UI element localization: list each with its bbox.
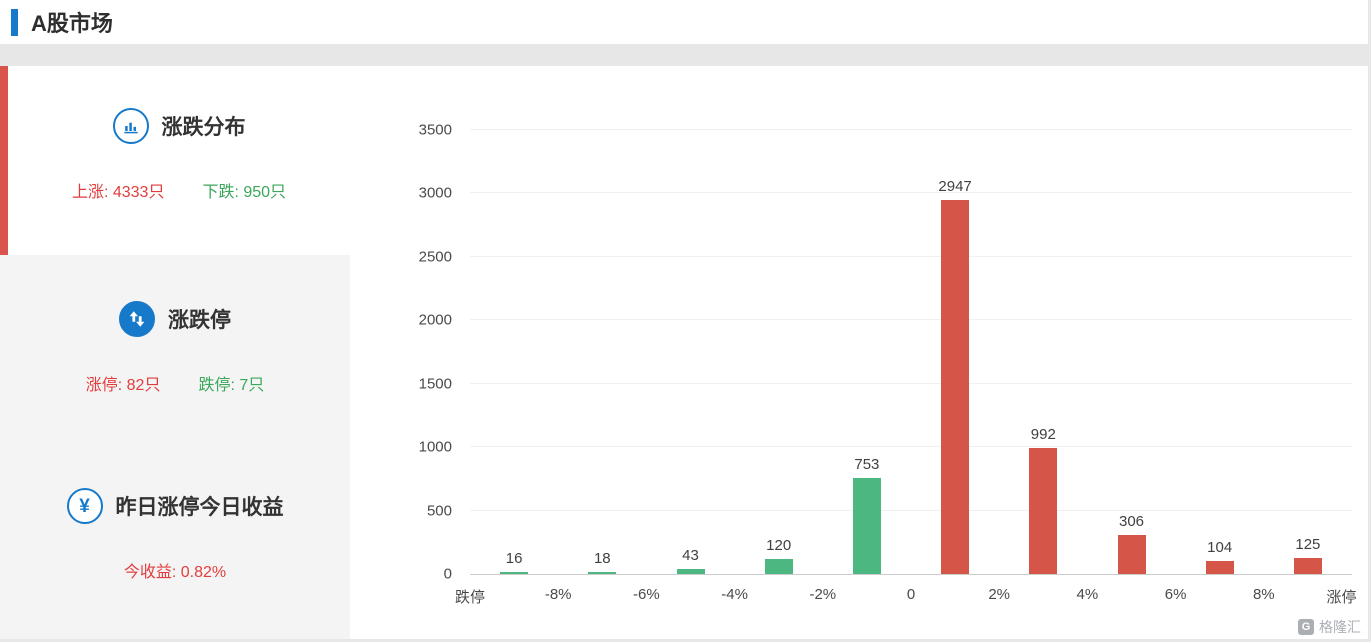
bar-7[interactable] [1117, 535, 1146, 574]
bar-value-label: 992 [1030, 426, 1056, 444]
y-axis-label: 2500 [418, 248, 452, 266]
x-axis-label: -6% [633, 586, 660, 603]
bar-value-label: 16 [505, 549, 523, 567]
section-header: 涨跌分布 [8, 66, 350, 144]
bar-slot: 120 [749, 130, 809, 574]
bar-8[interactable] [1205, 560, 1234, 574]
up-down-arrows-icon [119, 301, 155, 337]
section-limit-up-down: 涨跌停 涨停: 82只 跌停: 7只 [0, 255, 350, 395]
bar-value-label: 43 [682, 546, 699, 564]
bar-5[interactable] [941, 200, 970, 574]
bar-slot: 125 [1278, 130, 1338, 574]
bar-9[interactable] [1293, 558, 1322, 574]
yen-glyph: ¥ [79, 495, 90, 517]
header: A股市场 [0, 0, 1368, 44]
stat-row: 今收益: 0.82% [0, 558, 350, 582]
bar-slot: 43 [661, 130, 721, 574]
y-axis-label: 1000 [418, 438, 452, 456]
bar-value-label: 18 [593, 549, 611, 567]
gelonghui-logo-icon: G [1298, 619, 1314, 635]
bar-value-label: 120 [766, 536, 792, 554]
section-title: 昨日涨停今日收益 [115, 496, 284, 519]
watermark: G 格隆汇 [1298, 617, 1361, 637]
page-title: A股市场 [31, 11, 113, 36]
x-axis-label: 6% [1164, 586, 1187, 603]
y-axis-label: 3500 [418, 121, 452, 139]
y-axis-label: 500 [426, 502, 452, 520]
bar-2[interactable] [676, 568, 705, 574]
bar-0[interactable] [500, 571, 529, 574]
y-axis-label: 0 [443, 565, 452, 583]
gridline [470, 509, 1352, 511]
bar-slot: 2947 [925, 130, 985, 574]
x-axis-label: -4% [721, 586, 748, 603]
bar-chart-icon [112, 108, 149, 144]
section-title: 涨跌分布 [161, 116, 246, 139]
x-axis-label: 4% [1076, 586, 1099, 603]
main-panel: 涨跌分布 上涨: 4333只 下跌: 950只 涨跌停 [0, 66, 1368, 639]
falling-count: 下跌: 950只 [202, 184, 287, 201]
bar-slot: 104 [1190, 130, 1250, 574]
bar-slot: 753 [837, 130, 897, 574]
section-header: ¥ 昨日涨停今日收益 [0, 488, 350, 524]
bar-4[interactable] [852, 478, 881, 574]
stat-row: 涨停: 82只 跌停: 7只 [0, 371, 350, 395]
x-axis-label: 跌停 [454, 589, 486, 606]
gridline [470, 319, 1352, 321]
gridline [470, 192, 1352, 194]
limit-down-count: 跌停: 7只 [198, 377, 265, 394]
watermark-text: 格隆汇 [1319, 619, 1361, 635]
yen-icon: ¥ [66, 488, 103, 524]
gridline [470, 382, 1352, 384]
section-rise-fall-distribution: 涨跌分布 上涨: 4333只 下跌: 950只 [0, 66, 350, 255]
bar-value-label: 125 [1295, 536, 1321, 554]
y-axis-label: 1500 [418, 375, 452, 393]
gridline [470, 255, 1352, 257]
title-accent-bar [11, 8, 18, 36]
x-axis-label: 2% [988, 586, 1011, 603]
section-header: 涨跌停 [0, 255, 350, 337]
gridline [470, 446, 1352, 448]
bar-6[interactable] [1029, 448, 1058, 574]
x-axis-label: 涨停 [1326, 589, 1357, 606]
bar-value-label: 104 [1207, 538, 1233, 556]
bar-value-label: 2947 [938, 178, 972, 196]
y-axis-label: 3000 [418, 184, 452, 202]
limit-up-count: 涨停: 82只 [85, 377, 161, 394]
bar-3[interactable] [764, 558, 793, 574]
y-axis-label: 2000 [418, 311, 452, 329]
bar-value-label: 306 [1118, 513, 1145, 531]
section-yesterday-limit-up-return: ¥ 昨日涨停今日收益 今收益: 0.82% [0, 488, 350, 582]
x-axis-label: -2% [809, 586, 837, 603]
x-axis-label: -8% [544, 586, 572, 603]
bar-1[interactable] [588, 571, 617, 574]
bar-slot: 992 [1013, 130, 1073, 574]
bar-value-label: 753 [854, 456, 880, 474]
plot-area: 0 500 1000 1500 2000 2500 3000 3500 跌停 -8% -6% -4% -… [419, 122, 1357, 607]
x-axis-label: 8% [1252, 586, 1275, 603]
stat-row: 上涨: 4333只 下跌: 950只 [8, 178, 350, 202]
bar-slot: 18 [572, 130, 632, 574]
section-title: 涨跌停 [168, 309, 231, 332]
gridline [470, 129, 1352, 130]
x-axis-label: 0 [906, 586, 916, 603]
today-return: 今收益: 0.82% [123, 564, 227, 581]
bar-slot: 16 [484, 130, 544, 574]
rising-count: 上涨: 4333只 [71, 184, 165, 201]
bar-slot: 306 [1102, 130, 1162, 574]
sidebar-gray-panel: 涨跌停 涨停: 82只 跌停: 7只 ¥ 昨日涨停今日收益 今收益: 0.82% [0, 255, 350, 639]
